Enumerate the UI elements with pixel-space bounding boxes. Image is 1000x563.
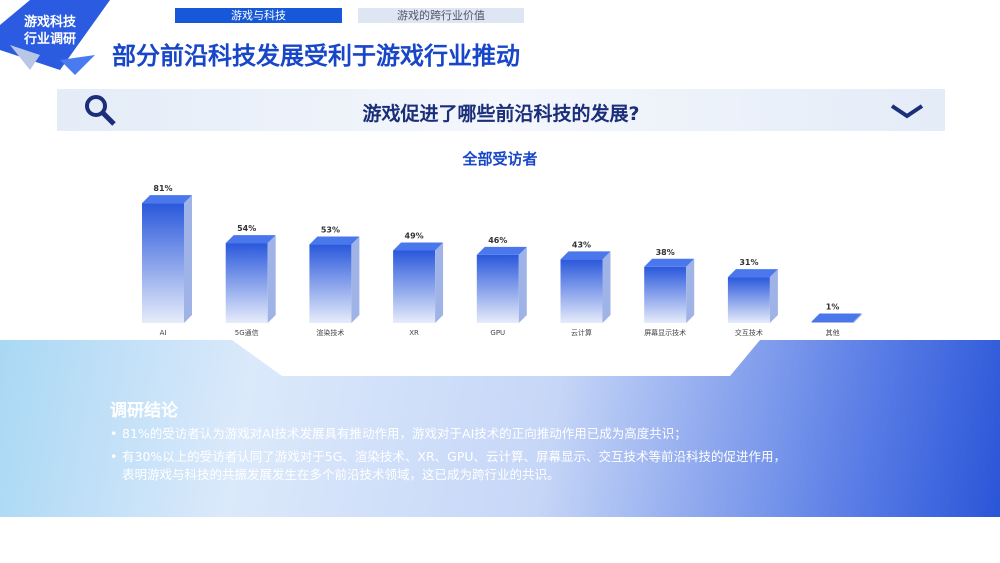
bar	[225, 243, 268, 323]
bar	[727, 277, 770, 323]
tick-label: 其他	[826, 328, 840, 337]
bar-side	[435, 242, 444, 323]
data-label: 54%	[237, 224, 256, 233]
data-label: 49%	[405, 231, 424, 240]
bar-chart: 81% AI 54% 5G通信 53% 渲染技术 49% XR 46% GPU 43% 云计算 38% 屏…	[142, 184, 862, 337]
bar-top	[727, 269, 778, 278]
data-label: 53%	[321, 226, 340, 235]
tick-label: 云计算	[571, 328, 592, 337]
bar-top	[811, 313, 862, 322]
bar-side	[351, 236, 360, 323]
bar	[309, 244, 352, 323]
tick-label: 渲染技术	[316, 328, 344, 337]
bar-top	[309, 236, 360, 245]
bar-side	[184, 195, 192, 323]
tick-label: XR	[409, 329, 419, 337]
tick-label: 屏幕显示技术	[644, 328, 686, 337]
tick-label: 5G通信	[235, 328, 259, 337]
bar-top	[393, 242, 444, 251]
conclusion-bullet: • 有30%以上的受访者认同了游戏对于5G、渲染技术、XR、GPU、云计算、屏幕显…	[110, 449, 787, 482]
data-label: 1%	[826, 303, 840, 312]
logo	[0, 0, 110, 75]
bar	[393, 250, 436, 323]
search-icon	[85, 95, 116, 126]
question-text: 游戏促进了哪些前沿科技的发展?	[362, 103, 640, 125]
bar	[476, 254, 519, 323]
bar	[811, 321, 854, 323]
data-label: 38%	[656, 248, 675, 257]
data-label: 31%	[739, 258, 758, 267]
bar	[560, 259, 603, 323]
tab-games-tech[interactable]: 游戏与科技	[175, 8, 342, 23]
bar-side	[267, 235, 276, 323]
bar-side	[518, 246, 527, 323]
bar-top	[142, 195, 192, 204]
bar-top	[476, 246, 527, 255]
conclusion-heading: 调研结论	[110, 401, 178, 421]
conclusion-bullet: • 81%的受访者认为游戏对AI技术发展具有推动作用，游戏对于AI技术的正向推动作…	[110, 426, 687, 441]
bar-side	[853, 313, 862, 323]
panel-notch	[232, 340, 760, 376]
bar-side	[769, 269, 778, 323]
question-bar[interactable]: 游戏促进了哪些前沿科技的发展?	[57, 89, 945, 131]
logo-text: 游戏科技 行业调研	[24, 15, 77, 47]
tick-label: GPU	[490, 329, 505, 337]
chevron-down-icon[interactable]	[889, 101, 925, 121]
bar-side	[602, 251, 611, 323]
tick-label: AI	[160, 329, 167, 337]
data-label: 81%	[153, 184, 172, 193]
bar-side	[686, 258, 695, 323]
tab-cross-industry[interactable]: 游戏的跨行业价值	[358, 8, 524, 23]
data-label: 46%	[488, 236, 507, 245]
data-label: 43%	[572, 240, 591, 249]
bar	[644, 266, 687, 323]
tick-label: 交互技术	[735, 328, 763, 337]
page-title: 部分前沿科技发展受利于游戏行业推动	[112, 42, 520, 70]
bar-top	[560, 251, 611, 260]
chart-title: 全部受访者	[462, 150, 538, 168]
bar-top	[644, 258, 695, 267]
bar	[142, 203, 184, 323]
bar-top	[225, 235, 276, 244]
